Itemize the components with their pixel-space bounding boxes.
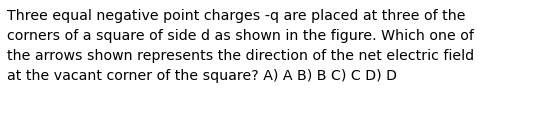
Text: Three equal negative point charges -q are placed at three of the
corners of a sq: Three equal negative point charges -q ar… — [7, 9, 474, 83]
